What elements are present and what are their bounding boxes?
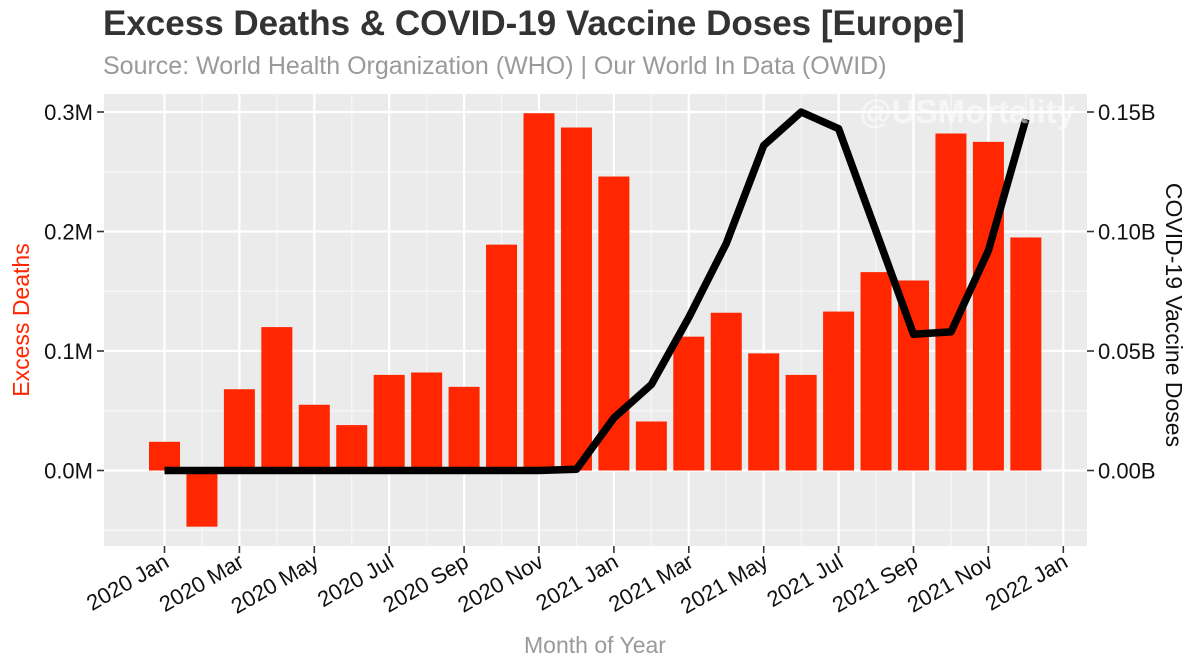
y-left-tick-label: 0.2M <box>44 220 93 245</box>
bar-2021-04 <box>710 312 742 471</box>
bar-2021-01 <box>598 176 630 471</box>
y-axis-left: 0.0M 0.1M 0.2M 0.3M <box>44 100 104 484</box>
bar-2020-09 <box>448 386 480 471</box>
bar-2020-04 <box>261 327 293 471</box>
y-axis-right: 0.00B 0.05B 0.10B 0.15B <box>1087 100 1156 484</box>
bar-2020-08 <box>411 372 443 471</box>
y-axis-right-label: COVID-19 Vaccine Doses <box>1161 183 1187 447</box>
bar-2021-06 <box>785 374 817 471</box>
bar-2020-03 <box>223 389 255 471</box>
vaccine-doses-line <box>164 108 1030 475</box>
y-axis-left-label: Excess Deaths <box>8 243 34 396</box>
line-series <box>164 108 1030 475</box>
bar-2020-10 <box>486 244 518 471</box>
bar-series <box>149 113 1042 527</box>
bar-2021-07 <box>823 311 855 471</box>
y-left-tick-label: 0.3M <box>44 100 93 125</box>
x-tick-label: 2020 Nov <box>453 549 547 618</box>
chart-subtitle: Source: World Health Organization (WHO) … <box>103 52 887 80</box>
bar-2021-12 <box>1010 237 1042 471</box>
chart-title: Excess Deaths & COVID-19 Vaccine Doses [… <box>103 4 965 43</box>
bar-2020-12 <box>560 127 592 471</box>
bar-2020-06 <box>336 425 368 471</box>
x-tick-label: 2020 Sep <box>379 549 473 618</box>
y-left-tick-label: 0.1M <box>44 339 93 364</box>
x-tick-label: 2021 Sep <box>828 549 922 618</box>
x-tick-label: 2020 Jan <box>82 549 173 616</box>
x-tick-label: 2021 Nov <box>903 549 997 618</box>
x-tick-label: 2022 Jan <box>981 549 1072 616</box>
y-right-tick-label: 0.15B <box>1098 100 1156 125</box>
bar-2020-01 <box>149 441 180 471</box>
y-right-tick-label: 0.05B <box>1098 339 1156 364</box>
bar-2020-07 <box>373 374 405 471</box>
bar-2021-05 <box>748 353 780 471</box>
watermark: @USMortality <box>859 93 1075 130</box>
bar-2021-11 <box>972 141 1004 471</box>
y-right-tick-label: 0.00B <box>1098 459 1156 484</box>
bar-2021-02 <box>635 421 667 471</box>
x-axis-label: Month of Year <box>524 632 666 658</box>
y-right-tick-label: 0.10B <box>1098 220 1156 245</box>
bar-2021-03 <box>673 336 705 471</box>
bar-2021-08 <box>860 272 892 471</box>
bar-2020-02 <box>186 470 218 527</box>
bar-2020-05 <box>298 404 330 471</box>
bar-2020-11 <box>523 113 555 471</box>
y-left-tick-label: 0.0M <box>44 459 93 484</box>
x-tick-label: 2021 Jan <box>531 549 622 616</box>
